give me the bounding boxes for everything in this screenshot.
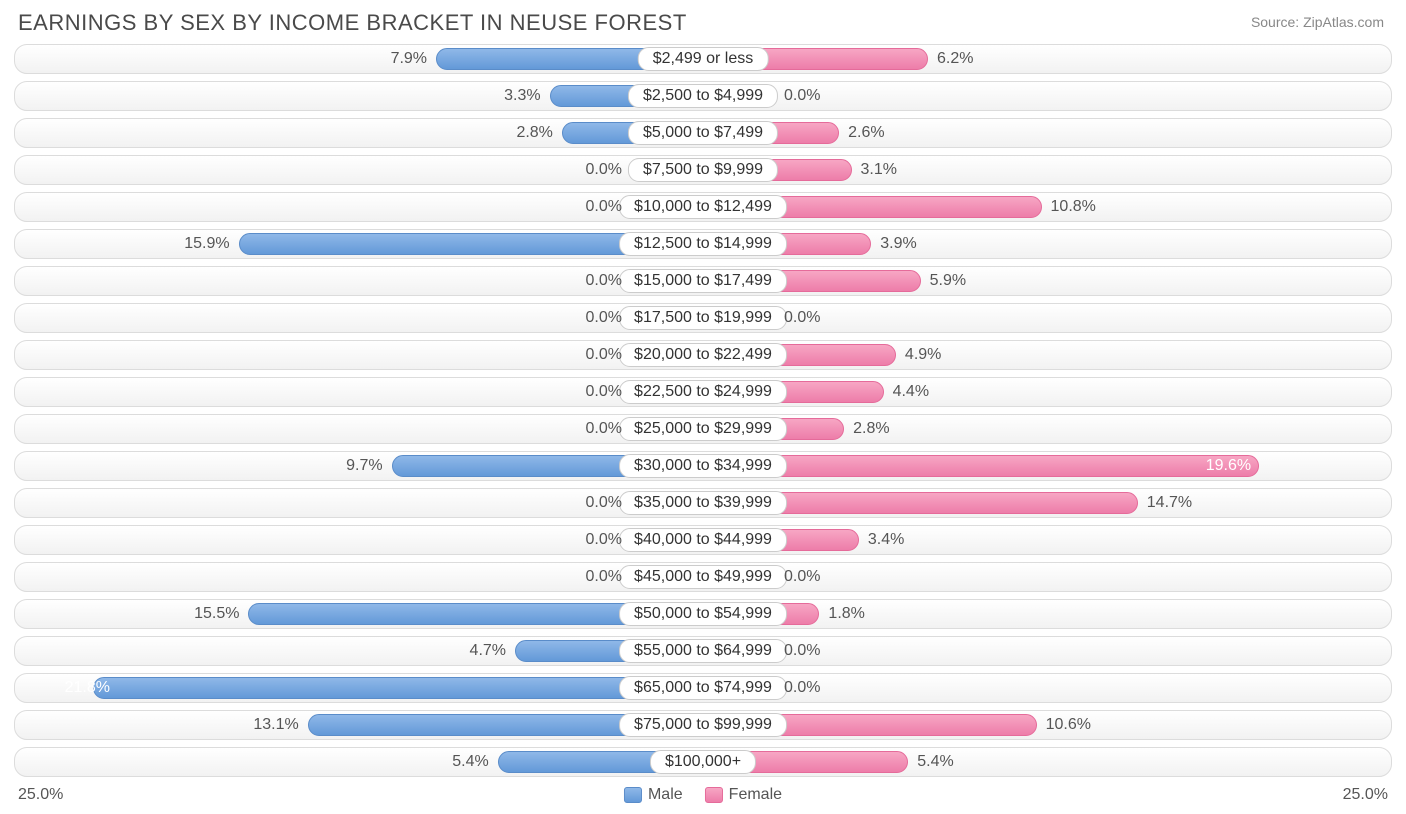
data-row: $40,000 to $44,9990.0% 3.4% [14, 525, 1392, 555]
female-value: 3.1% [861, 161, 897, 179]
data-row: $100,000+ 5.4% 5.4% [14, 747, 1392, 777]
category-label: $2,500 to $4,999 [628, 84, 778, 108]
category-label: $17,500 to $19,999 [619, 306, 787, 330]
male-value: 5.4% [452, 753, 488, 771]
female-value: 4.4% [893, 383, 929, 401]
female-value: 2.8% [853, 420, 889, 438]
male-value: 0.0% [586, 420, 622, 438]
male-value: 0.0% [586, 198, 622, 216]
category-label: $30,000 to $34,999 [619, 454, 787, 478]
data-row: $30,000 to $34,999 9.7% 19.6% [14, 451, 1392, 481]
male-bar [93, 677, 703, 699]
male-value: 4.7% [470, 642, 506, 660]
female-value: 5.9% [930, 272, 966, 290]
male-value: 0.0% [586, 309, 622, 327]
male-value: 21.8% [65, 679, 110, 697]
male-value: 0.0% [586, 568, 622, 586]
legend: Male Female [624, 786, 782, 804]
axis-left-label: 25.0% [18, 786, 63, 804]
data-row: $2,499 or less 7.9% 6.2% [14, 44, 1392, 74]
data-row: $17,500 to $19,9990.0% 0.0% [14, 303, 1392, 333]
category-label: $45,000 to $49,999 [619, 565, 787, 589]
female-value: 0.0% [784, 642, 820, 660]
data-row: $35,000 to $39,9990.0% 14.7% [14, 488, 1392, 518]
data-row: $65,000 to $74,999 21.8% 0.0% [14, 673, 1392, 703]
male-value: 0.0% [586, 494, 622, 512]
female-value: 6.2% [937, 50, 973, 68]
data-row: $55,000 to $64,999 4.7% 0.0% [14, 636, 1392, 666]
category-label: $55,000 to $64,999 [619, 639, 787, 663]
data-row: $12,500 to $14,999 15.9% 3.9% [14, 229, 1392, 259]
female-value: 0.0% [784, 309, 820, 327]
data-row: $7,500 to $9,999 0.0% 3.1% [14, 155, 1392, 185]
male-value: 0.0% [586, 161, 622, 179]
category-label: $75,000 to $99,999 [619, 713, 787, 737]
male-value: 0.0% [586, 383, 622, 401]
male-swatch-icon [624, 787, 642, 803]
category-label: $100,000+ [650, 750, 756, 774]
axis-row: 25.0% 25.0% Male Female [14, 784, 1392, 808]
category-label: $5,000 to $7,499 [628, 121, 778, 145]
female-value: 2.6% [848, 124, 884, 142]
data-row: $15,000 to $17,4990.0% 5.9% [14, 266, 1392, 296]
category-label: $12,500 to $14,999 [619, 232, 787, 256]
axis-right-label: 25.0% [1343, 786, 1388, 804]
male-value: 7.9% [391, 50, 427, 68]
female-swatch-icon [705, 787, 723, 803]
female-value: 14.7% [1147, 494, 1192, 512]
data-row: $50,000 to $54,999 15.5% 1.8% [14, 599, 1392, 629]
male-value: 0.0% [586, 531, 622, 549]
data-row: $20,000 to $22,4990.0% 4.9% [14, 340, 1392, 370]
data-row: $5,000 to $7,499 2.8% 2.6% [14, 118, 1392, 148]
chart-area: $2,499 or less 7.9% 6.2% $2,500 to $4,999 3.… [14, 44, 1392, 808]
legend-female-label: Female [729, 786, 782, 803]
female-value: 10.8% [1051, 198, 1096, 216]
category-label: $50,000 to $54,999 [619, 602, 787, 626]
legend-male: Male [624, 786, 683, 804]
female-value: 0.0% [784, 568, 820, 586]
category-label: $10,000 to $12,499 [619, 195, 787, 219]
category-label: $15,000 to $17,499 [619, 269, 787, 293]
legend-female: Female [705, 786, 782, 804]
male-value: 15.5% [194, 605, 239, 623]
data-row: $2,500 to $4,999 3.3% 0.0% [14, 81, 1392, 111]
male-value: 15.9% [184, 235, 229, 253]
male-value: 0.0% [586, 272, 622, 290]
female-value: 0.0% [784, 679, 820, 697]
data-row: $75,000 to $99,999 13.1% 10.6% [14, 710, 1392, 740]
data-row: $10,000 to $12,4990.0% 10.8% [14, 192, 1392, 222]
legend-male-label: Male [648, 786, 683, 803]
male-value: 9.7% [346, 457, 382, 475]
male-value: 0.0% [586, 346, 622, 364]
female-value: 4.9% [905, 346, 941, 364]
female-value: 3.4% [868, 531, 904, 549]
female-value: 0.0% [784, 87, 820, 105]
category-label: $65,000 to $74,999 [619, 676, 787, 700]
female-value: 19.6% [1206, 457, 1251, 475]
male-value: 13.1% [253, 716, 298, 734]
category-label: $35,000 to $39,999 [619, 491, 787, 515]
chart-title: EARNINGS BY SEX BY INCOME BRACKET IN NEU… [18, 10, 687, 36]
category-label: $20,000 to $22,499 [619, 343, 787, 367]
female-value: 10.6% [1046, 716, 1091, 734]
category-label: $22,500 to $24,999 [619, 380, 787, 404]
male-value: 3.3% [504, 87, 540, 105]
female-value: 1.8% [828, 605, 864, 623]
category-label: $7,500 to $9,999 [628, 158, 778, 182]
data-row: $22,500 to $24,9990.0% 4.4% [14, 377, 1392, 407]
data-row: $25,000 to $29,9990.0% 2.8% [14, 414, 1392, 444]
female-value: 5.4% [917, 753, 953, 771]
source-attribution: Source: ZipAtlas.com [1251, 14, 1384, 30]
category-label: $2,499 or less [638, 47, 769, 71]
female-value: 3.9% [880, 235, 916, 253]
data-row: $45,000 to $49,9990.0% 0.0% [14, 562, 1392, 592]
category-label: $25,000 to $29,999 [619, 417, 787, 441]
male-value: 2.8% [516, 124, 552, 142]
category-label: $40,000 to $44,999 [619, 528, 787, 552]
